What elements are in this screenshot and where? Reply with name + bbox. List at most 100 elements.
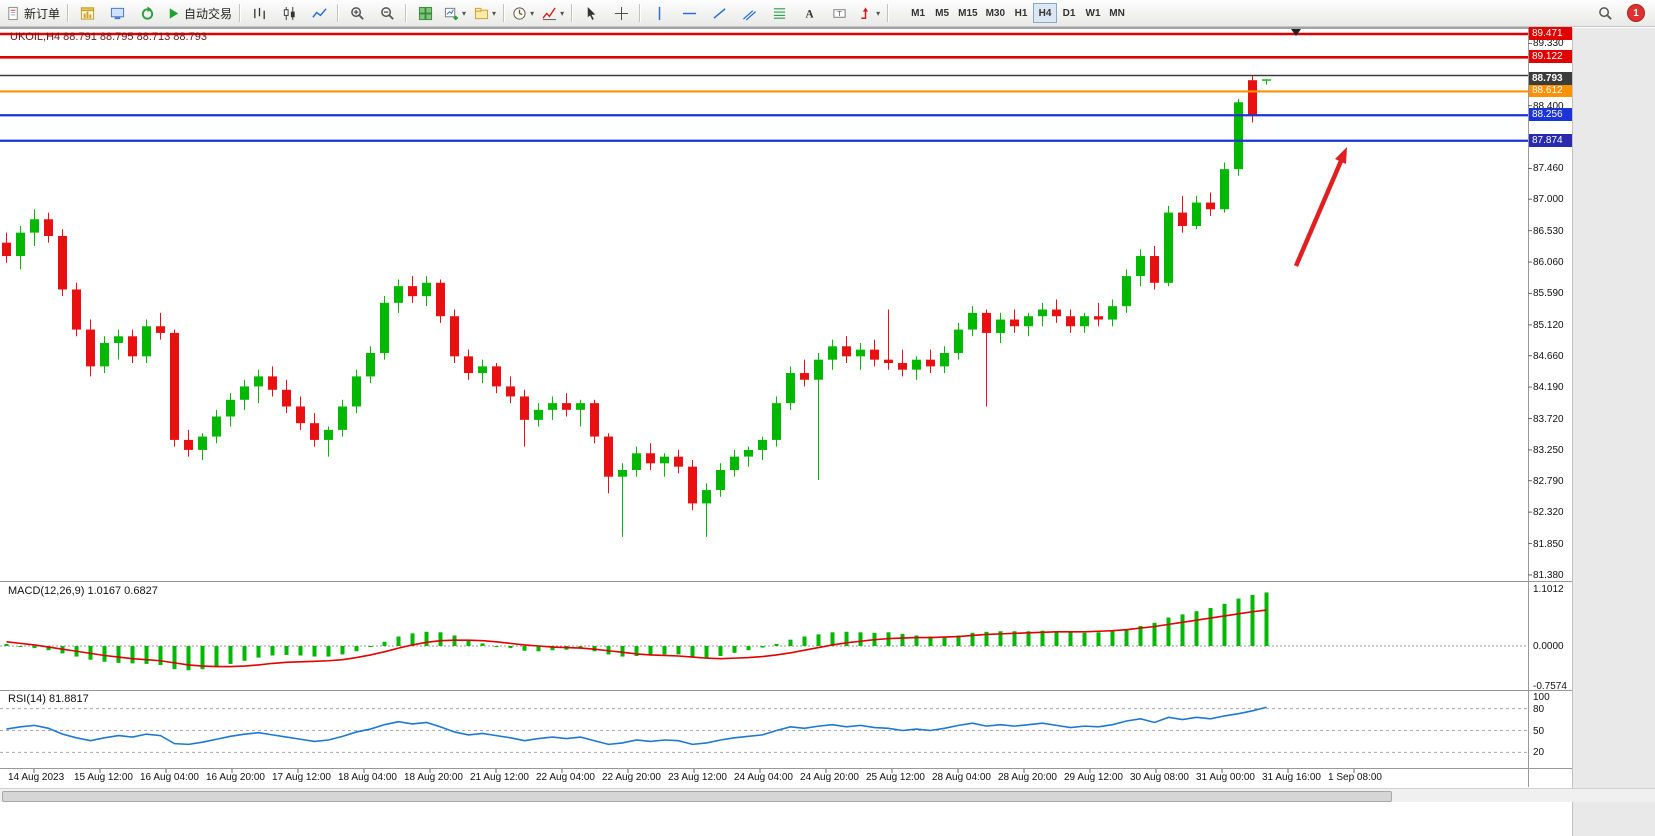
profiles-icon [474,7,489,19]
tile-icon [418,6,432,20]
period-button[interactable]: ▾ [508,1,538,25]
timeframe-button-M30[interactable]: M30 [985,7,1006,19]
equidistant-channel-button[interactable] [734,1,764,25]
zoom-in-icon [350,6,364,20]
market-watch-button[interactable] [102,1,132,25]
candlestick-chart-type-button[interactable] [274,1,304,25]
svg-text:T: T [837,9,842,18]
toolbar-divider [67,4,70,22]
toolbar-divider [239,4,242,22]
time-axis-label: 18 Aug 20:00 [404,772,463,783]
clock-icon [513,6,526,20]
document-icon [8,6,18,20]
rsi-indicator-label: RSI(14) 81.8817 [8,693,89,705]
timeframe-button-MN[interactable]: MN [1109,7,1125,19]
horizontal-level-lines[interactable] [0,32,1528,142]
time-axis-label: 1 Sep 08:00 [1328,772,1382,783]
horizontal-line-button[interactable] [674,1,704,25]
time-axis-label: 25 Aug 12:00 [866,772,925,783]
line-chart-icon [311,7,327,18]
annotation-arrow[interactable] [1293,147,1347,267]
timeframe-button-M1[interactable]: M1 [911,7,926,19]
charts-window-button[interactable] [72,1,102,25]
chevron-down-icon: ▾ [492,8,497,18]
trendline-button[interactable] [704,1,734,25]
zoom-out-button[interactable] [372,1,402,25]
macd-signal-line [6,609,1267,668]
navigator-button[interactable] [132,1,162,25]
chart-shift-marker[interactable] [1291,29,1301,36]
macd-indicator-label: MACD(12,26,9) 1.0167 0.6827 [8,585,158,597]
line-chart-type-button[interactable] [304,1,334,25]
timeframe-toolbar: M1 M5 M15 M30 H1 H4 D1 W1 MN [906,3,1129,23]
rsi-panel [0,706,1528,753]
cursor-button[interactable] [576,1,606,25]
chart-symbol-ohlc: UKOIL,H4 88.791 88.795 88.713 88.793 [10,31,207,43]
channel-icon [742,9,756,21]
time-axis-label: 24 Aug 20:00 [800,772,859,783]
indicators-button[interactable]: ▾ [538,1,568,25]
time-axis-label: 17 Aug 12:00 [272,772,331,783]
timeframe-button-W1[interactable]: W1 [1085,7,1101,19]
timeframe-button-D1[interactable]: D1 [1062,7,1076,19]
toolbar-divider [571,4,574,22]
refresh-icon [141,5,153,20]
time-axis-label: 30 Aug 08:00 [1130,772,1189,783]
label-icon: T [833,9,846,18]
new-chart-button[interactable]: ▾ [440,1,470,25]
tile-windows-button[interactable] [410,1,440,25]
chevron-down-icon: ▾ [876,8,881,18]
time-axis-label: 24 Aug 04:00 [734,772,793,783]
zoom-out-icon [380,6,394,20]
time-axis-label: 23 Aug 12:00 [668,772,727,783]
notification-badge[interactable]: 1 [1627,4,1645,22]
time-axis-label: 28 Aug 20:00 [998,772,1057,783]
bars-icon [253,7,265,19]
timeframe-button-M15[interactable]: M15 [958,7,978,19]
hline-icon [682,12,696,14]
arrows-button[interactable]: ▾ [854,1,884,25]
macd-panel [0,592,1528,671]
auto-trading-button[interactable]: 自动交易 [162,1,236,25]
text-icon: A [805,8,814,20]
price-axis[interactable] [1528,28,1572,787]
timeframe-button-M5[interactable]: M5 [935,7,950,19]
new-order-button-label: 新订单 [24,6,61,21]
toolbar: 新订单 自动交易 ▾ ▾ ▾ ▾ A T ▾ M1 M5 M15 M30 H1 H4 D1 W1 MN 1 [0,0,1655,27]
scrollbar-thumb[interactable] [2,791,1392,802]
toolbar-divider [639,4,642,22]
fibo-icon [773,7,785,19]
toolbar-buttons: 新订单 自动交易 ▾ ▾ ▾ ▾ A T ▾ [2,1,892,25]
timeframe-button-H4[interactable]: H4 [1033,3,1058,23]
vline-icon [658,6,660,20]
time-axis-label: 31 Aug 16:00 [1262,772,1321,783]
arrows-icon [861,6,869,19]
new-chart-icon [444,7,458,20]
horizontal-scrollbar[interactable] [0,788,1655,802]
vertical-line-button[interactable] [644,1,674,25]
timeframe-button-H1[interactable]: H1 [1014,7,1028,19]
time-axis-label: 22 Aug 04:00 [536,772,595,783]
chevron-down-icon: ▾ [462,8,467,18]
toolbar-divider [337,4,340,22]
time-axis-label: 21 Aug 12:00 [470,772,529,783]
time-axis-label: 31 Aug 00:00 [1196,772,1255,783]
zoom-in-button[interactable] [342,1,372,25]
profiles-button[interactable]: ▾ [470,1,500,25]
time-axis-label: 18 Aug 04:00 [338,772,397,783]
new-order-button[interactable]: 新订单 [2,1,64,25]
time-axis-label: 16 Aug 20:00 [206,772,265,783]
text-label-button[interactable]: T [824,1,854,25]
candles-icon [283,6,295,20]
crosshair-button[interactable] [606,1,636,25]
toolbar-divider [405,4,408,22]
svg-text:A: A [805,8,814,20]
bar-chart-type-button[interactable] [244,1,274,25]
search-button[interactable] [1590,1,1620,25]
toolbar-divider [887,4,890,22]
fibonacci-button[interactable] [764,1,794,25]
time-axis-label: 28 Aug 04:00 [932,772,991,783]
text-button[interactable]: A [794,1,824,25]
